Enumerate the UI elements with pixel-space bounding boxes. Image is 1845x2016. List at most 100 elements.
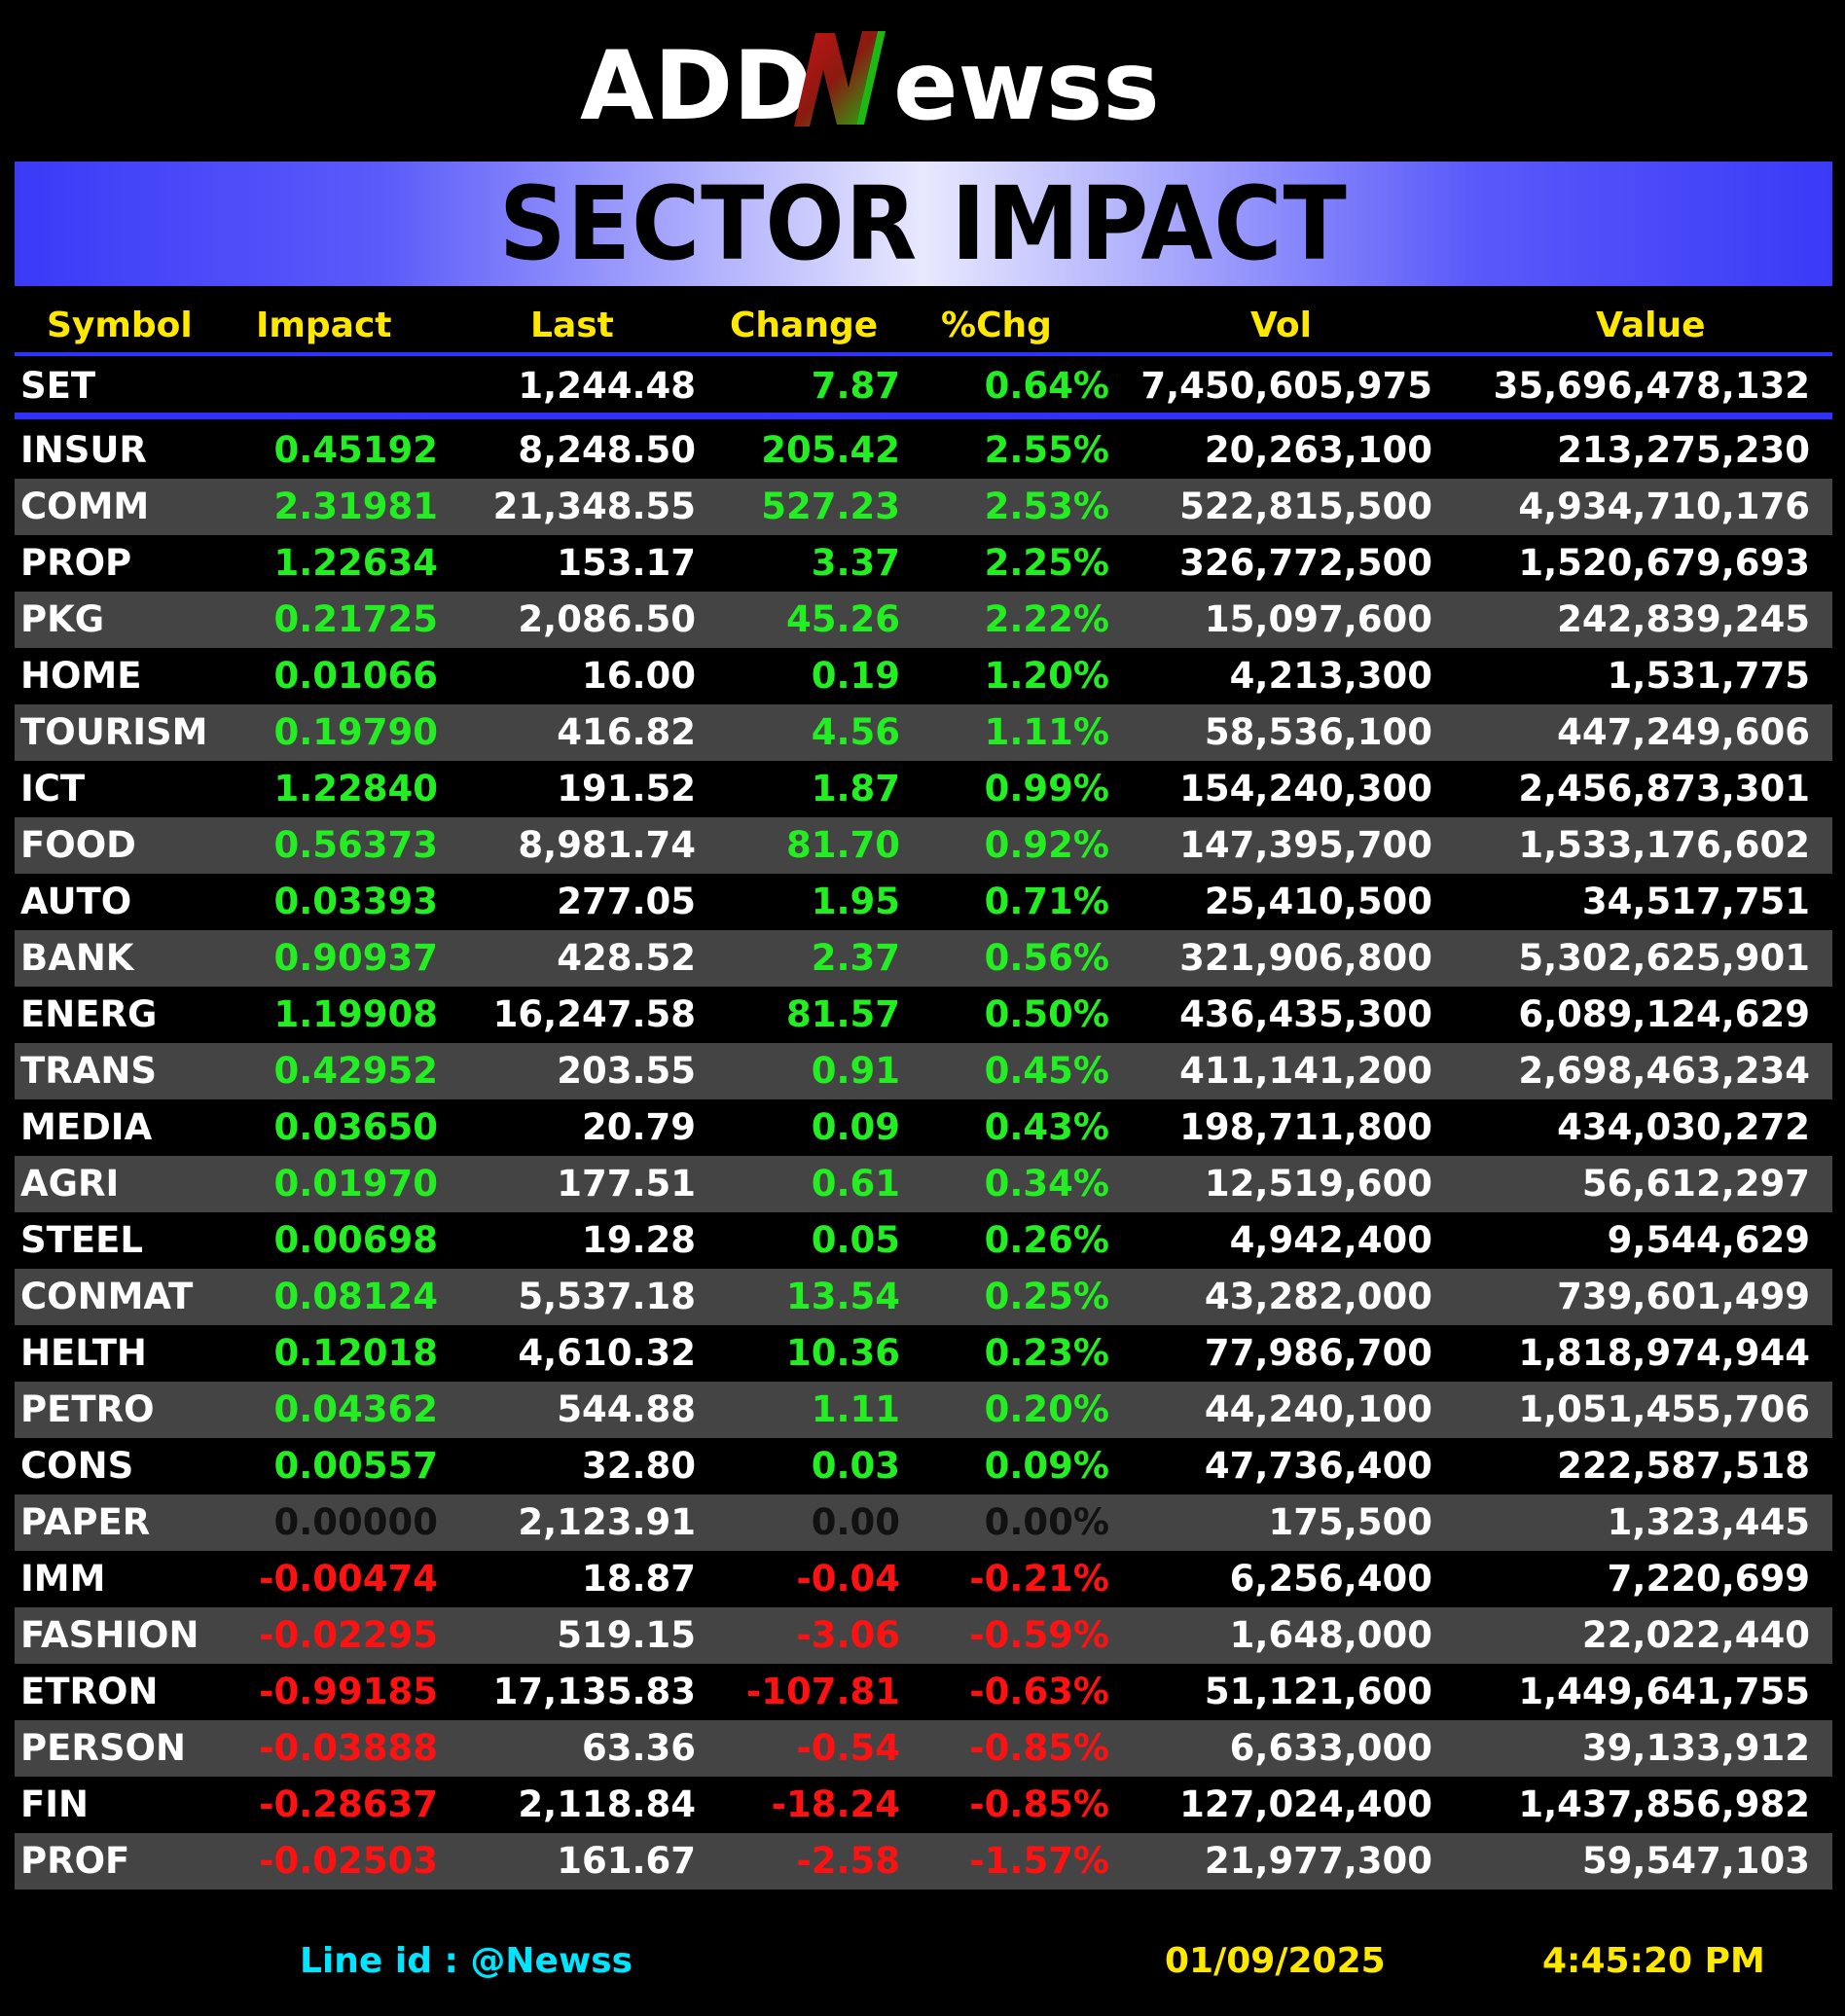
cell-pct: 0.43% [985,1099,1109,1156]
cell-value: 1,818,974,944 [1518,1325,1810,1382]
cell-change: 205.42 [761,422,900,479]
table-row: STEEL 0.00698 19.28 0.05 0.26% 4,942,400 9,544… [15,1212,1832,1269]
cell-change: 0.91 [812,1043,900,1099]
cell-impact: 0.08124 [273,1269,438,1325]
cell-pct: 0.26% [985,1212,1109,1269]
cell-pct: 1.11% [985,704,1109,761]
cell-vol: 15,097,600 [1205,592,1432,648]
cell-pct: 2.25% [985,535,1109,592]
cell-last: 153.17 [557,535,696,592]
footer: Line id : @Newss 01/09/2025 4:45:20 PM [0,1941,1845,1990]
cell-vol: 154,240,300 [1179,761,1432,817]
table-row: PERSON -0.03888 63.36 -0.54 -0.85% 6,633,000 3… [15,1720,1832,1777]
cell-last: 544.88 [557,1382,696,1438]
cell-value: 213,275,230 [1557,422,1810,479]
cell-vol: 47,736,400 [1205,1438,1432,1494]
cell-change: 0.19 [812,648,900,704]
cell-vol: 20,263,100 [1205,422,1432,479]
cell-value: 4,934,710,176 [1518,479,1810,535]
cell-change: 0.03 [812,1438,900,1494]
table-row: PROF -0.02503 161.67 -2.58 -1.57% 21,977,300 5… [15,1833,1832,1890]
cell-vol: 58,536,100 [1205,704,1432,761]
title-banner: SECTOR IMPACT [15,162,1832,286]
table-row: MEDIA 0.03650 20.79 0.09 0.43% 198,711,800 434… [15,1099,1832,1156]
cell-pct: -0.85% [969,1720,1109,1777]
col-header-change: Change [730,306,878,345]
cell-pct: 2.53% [985,479,1109,535]
table-row: FOOD 0.56373 8,981.74 81.70 0.92% 147,395,700… [15,817,1832,874]
cell-impact: 1.22840 [273,761,438,817]
cell-last: 277.05 [557,874,696,930]
cell-last: 21,348.55 [493,479,696,535]
cell-impact: 0.90937 [273,930,438,987]
cell-vol: 6,633,000 [1230,1720,1432,1777]
cell-value: 56,612,297 [1582,1156,1810,1212]
cell-change: 0.00 [812,1494,900,1551]
cell-impact: -0.00474 [259,1551,438,1607]
cell-last: 161.67 [557,1833,696,1890]
cell-symbol: INSUR [20,422,147,479]
cell-change: 1.95 [812,874,900,930]
cell-last: 2,086.50 [518,592,696,648]
page-title: SECTOR IMPACT [499,164,1348,283]
cell-pct: -1.57% [969,1833,1109,1890]
cell-value: 7,220,699 [1608,1551,1810,1607]
cell-impact: 0.03393 [273,874,438,930]
cell-change: 81.57 [786,987,900,1043]
cell-pct: -0.63% [969,1664,1109,1720]
cell-value: 34,517,751 [1582,874,1810,930]
cell-vol: 51,121,600 [1205,1664,1432,1720]
cell-pct: 0.92% [985,817,1109,874]
table-row: CONS 0.00557 32.80 0.03 0.09% 47,736,400 222,5… [15,1438,1832,1494]
cell-pct: 0.09% [985,1438,1109,1494]
cell-change: 3.37 [812,535,900,592]
table-row: PAPER 0.00000 2,123.91 0.00 0.00% 175,500 1,32… [15,1494,1832,1551]
cell-impact: 0.01066 [273,648,438,704]
cell-impact: 1.19908 [273,987,438,1043]
cell-last: 4,610.32 [518,1325,696,1382]
cell-vol: 1,648,000 [1230,1607,1432,1664]
cell-impact: 0.00000 [273,1494,438,1551]
cell-impact: 0.00557 [273,1438,438,1494]
cell-impact: -0.28637 [259,1777,438,1833]
cell-pct: 0.99% [985,761,1109,817]
cell-value: 5,302,625,901 [1518,930,1810,987]
cell-last: 177.51 [557,1156,696,1212]
cell-pct: 1.20% [985,648,1109,704]
cell-symbol: ENERG [20,987,157,1043]
col-header-last: Last [530,306,614,345]
cell-last: 2,118.84 [518,1777,696,1833]
cell-symbol: BANK [20,930,133,987]
cell-pct: 0.00% [985,1494,1109,1551]
cell-vol: 175,500 [1268,1494,1432,1551]
cell-value: 22,022,440 [1582,1607,1810,1664]
col-header-pct: %Chg [941,306,1052,345]
index-last: 1,244.48 [518,358,696,414]
cell-last: 20.79 [582,1099,696,1156]
cell-last: 16,247.58 [493,987,696,1043]
index-row-set: SET 1,244.48 7.87 0.64% 7,450,605,975 35… [15,358,1832,414]
cell-change: -107.81 [746,1664,900,1720]
cell-value: 1,051,455,706 [1518,1382,1810,1438]
cell-impact: -0.02295 [259,1607,438,1664]
line-id-label: Line id : @Newss [300,1941,633,1981]
cell-pct: 0.20% [985,1382,1109,1438]
sector-table-body: INSUR 0.45192 8,248.50 205.42 2.55% 20,263,10… [15,422,1832,1890]
cell-vol: 43,282,000 [1205,1269,1432,1325]
cell-value: 447,249,606 [1557,704,1810,761]
cell-value: 1,533,176,602 [1518,817,1810,874]
cell-value: 1,437,856,982 [1518,1777,1810,1833]
cell-vol: 6,256,400 [1230,1551,1432,1607]
cell-vol: 198,711,800 [1179,1099,1432,1156]
cell-impact: 0.01970 [273,1156,438,1212]
brand-logo: ADD ewss [0,21,1845,136]
cell-change: 527.23 [761,479,900,535]
cell-last: 203.55 [557,1043,696,1099]
cell-symbol: AUTO [20,874,131,930]
cell-vol: 4,213,300 [1230,648,1432,704]
cell-impact: 0.00698 [273,1212,438,1269]
cell-symbol: IMM [20,1551,105,1607]
cell-vol: 321,906,800 [1179,930,1432,987]
cell-vol: 77,986,700 [1205,1325,1432,1382]
cell-pct: 2.55% [985,422,1109,479]
